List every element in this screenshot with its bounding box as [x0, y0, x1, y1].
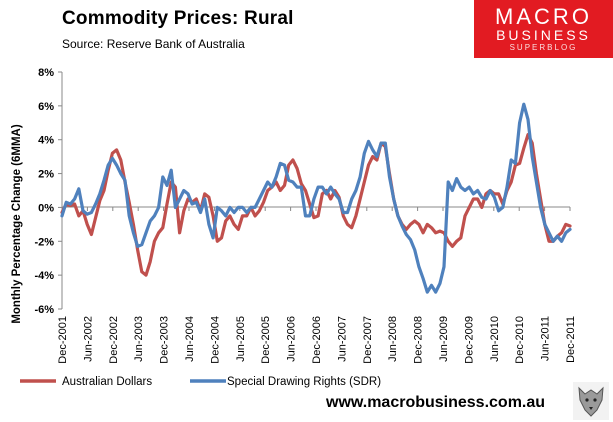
x-tick-label: Dec-2007 — [362, 316, 374, 364]
y-tick-label: 6% — [38, 101, 54, 113]
y-tick-label: 8% — [38, 67, 54, 79]
chart-title: Commodity Prices: Rural — [62, 8, 294, 29]
y-tick-label: -4% — [34, 270, 54, 282]
y-tick-label: 2% — [38, 169, 54, 181]
logo-line-3: SUPERBLOG — [509, 43, 578, 52]
series-line-sdr — [60, 102, 572, 294]
macrobusiness-logo: MACRO BUSINESS SUPERBLOG — [474, 0, 613, 58]
x-tick-label: Jun-2002 — [82, 316, 94, 362]
x-tick-label: Dec-2004 — [209, 316, 221, 364]
x-tick-label: Jun-2009 — [438, 316, 450, 362]
x-tick-label: Jun-2006 — [286, 316, 298, 362]
x-tick-group: Dec-2001 Jun-2002 Dec-2002 Jun-2003 Dec-2003… — [57, 207, 577, 364]
x-tick-label: Jun-2003 — [133, 316, 145, 362]
x-tick-label: Dec-2011 — [565, 316, 577, 363]
x-tick-label: Jun-2011 — [540, 316, 552, 361]
legend-label: Special Drawing Rights (SDR) — [227, 376, 381, 388]
legend: Australian Dollars Special Drawing Rights… — [20, 376, 381, 388]
x-tick-label: Dec-2010 — [514, 316, 526, 364]
y-tick-label: -6% — [34, 304, 54, 316]
wolf-emblem-icon — [573, 382, 609, 420]
y-tick-label: 4% — [38, 135, 54, 147]
logo-line-1: MACRO — [495, 4, 592, 29]
legend-label: Australian Dollars — [62, 376, 152, 388]
x-tick-label: Jun-2008 — [387, 316, 399, 362]
y-tick-label: 0% — [38, 202, 54, 214]
x-tick-label: Dec-2006 — [311, 316, 323, 364]
y-axis-label: Monthly Percentage Change (6MMA) — [11, 124, 23, 324]
x-tick-label: Jun-2010 — [489, 316, 501, 362]
series-line-australian-dollars — [60, 133, 572, 277]
chart-source: Source: Reserve Bank of Australia — [62, 37, 245, 51]
logo-line-2: BUSINESS — [496, 27, 591, 43]
x-tick-label: Dec-2008 — [413, 316, 425, 364]
x-tick-label: Jun-2005 — [235, 316, 247, 362]
x-tick-label: Dec-2002 — [108, 316, 120, 364]
x-tick-label: Jun-2004 — [184, 316, 196, 362]
x-tick-label: Jun-2007 — [336, 316, 348, 362]
x-tick-label: Dec-2001 — [57, 316, 69, 364]
x-tick-label: Dec-2003 — [159, 316, 171, 364]
y-tick-group: 8% 6% 4% 2% 0% -2% -4% -6% — [34, 67, 62, 316]
footer-url: www.macrobusiness.com.au — [326, 394, 546, 411]
y-tick-label: -2% — [34, 236, 54, 248]
series-group — [60, 102, 572, 294]
x-tick-label: Dec-2009 — [463, 316, 475, 364]
x-tick-label: Dec-2005 — [260, 316, 272, 364]
